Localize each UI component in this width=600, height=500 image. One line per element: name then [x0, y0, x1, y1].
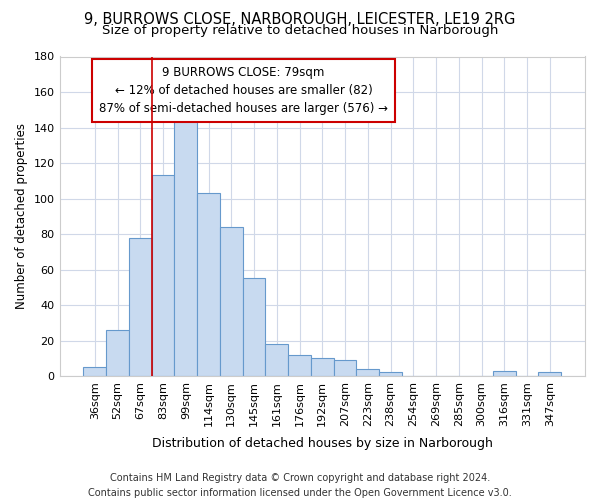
Text: Contains HM Land Registry data © Crown copyright and database right 2024.
Contai: Contains HM Land Registry data © Crown c…	[88, 472, 512, 498]
Bar	[493, 370, 515, 376]
Bar	[265, 344, 288, 376]
Bar	[538, 372, 561, 376]
Text: 9 BURROWS CLOSE: 79sqm
← 12% of detached houses are smaller (82)
87% of semi-det: 9 BURROWS CLOSE: 79sqm ← 12% of detached…	[99, 66, 388, 115]
Bar	[220, 227, 242, 376]
Bar	[197, 193, 220, 376]
Bar	[356, 369, 379, 376]
Text: Size of property relative to detached houses in Narborough: Size of property relative to detached ho…	[102, 24, 498, 37]
Bar	[83, 367, 106, 376]
Bar	[288, 354, 311, 376]
X-axis label: Distribution of detached houses by size in Narborough: Distribution of detached houses by size …	[152, 437, 493, 450]
Bar	[311, 358, 334, 376]
Bar	[152, 176, 175, 376]
Bar	[106, 330, 129, 376]
Y-axis label: Number of detached properties: Number of detached properties	[15, 124, 28, 310]
Bar	[242, 278, 265, 376]
Bar	[334, 360, 356, 376]
Bar	[379, 372, 402, 376]
Text: 9, BURROWS CLOSE, NARBOROUGH, LEICESTER, LE19 2RG: 9, BURROWS CLOSE, NARBOROUGH, LEICESTER,…	[85, 12, 515, 28]
Bar	[175, 118, 197, 376]
Bar	[129, 238, 152, 376]
